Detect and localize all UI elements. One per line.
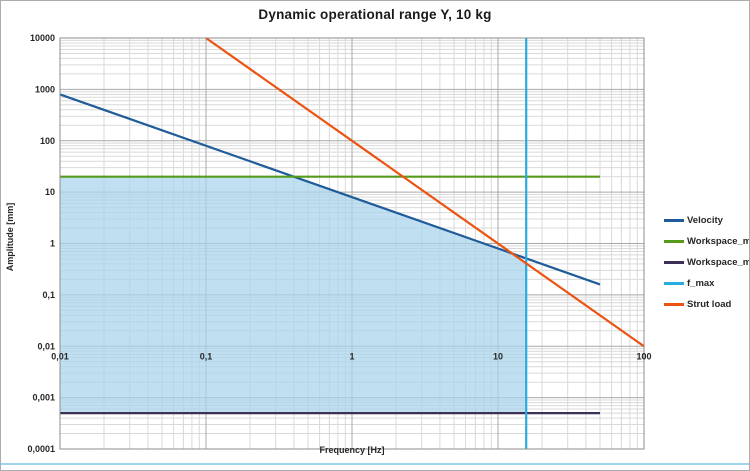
y-tick-label: 10 (45, 187, 55, 197)
bottom-accent-rule (1, 463, 749, 465)
legend-item-strut-load: Strut load (664, 294, 749, 315)
legend-label: Workspace_min (687, 257, 750, 268)
y-tick-label: 1 (50, 239, 55, 249)
y-tick-label: 0,0001 (27, 444, 55, 454)
x-tick-label: 10 (493, 351, 503, 361)
x-tick-label: 100 (636, 351, 651, 361)
legend-item-velocity: Velocity (664, 210, 749, 231)
legend-line-swatch (664, 282, 684, 285)
legend-item-f-max: f_max (664, 273, 749, 294)
y-tick-label: 100 (40, 136, 55, 146)
x-tick-labels: 0,01 0,1 1 10 100 (51, 351, 651, 361)
legend-line-swatch (664, 240, 684, 243)
y-tick-labels: 10000 1000 100 10 1 0,1 0,01 0,001 0,0001 (27, 33, 55, 454)
x-tick-label: 1 (349, 351, 354, 361)
legend-label: Velocity (687, 215, 723, 226)
x-tick-label: 0,1 (200, 351, 213, 361)
chart-title: Dynamic operational range Y, 10 kg (258, 7, 492, 22)
y-tick-label: 1000 (35, 84, 55, 94)
y-tick-label: 10000 (30, 33, 55, 43)
operational-range-area (60, 176, 527, 414)
y-axis-title: Amplitude [mm] (5, 202, 15, 272)
legend-label: Strut load (687, 299, 732, 310)
legend-label: Workspace_max (687, 236, 750, 247)
plot-border (59, 37, 645, 450)
legend-item-workspace-min: Workspace_min (664, 252, 750, 273)
legend: Velocity Workspace_max Workspace_min f_max S… (664, 210, 750, 315)
legend-line-swatch (664, 219, 684, 222)
y-tick-label: 0,1 (42, 290, 55, 300)
x-tick-label: 0,01 (51, 351, 69, 361)
series-line-strut-load (205, 37, 645, 348)
y-tick-label: 0,001 (32, 393, 55, 403)
legend-line-swatch (664, 303, 684, 306)
x-axis-title: Frequency [Hz] (319, 445, 385, 455)
legend-line-swatch (664, 261, 684, 264)
legend-label: f_max (687, 278, 715, 289)
y-tick-label: 0,01 (37, 341, 55, 351)
legend-item-workspace-max: Workspace_max (664, 231, 750, 252)
